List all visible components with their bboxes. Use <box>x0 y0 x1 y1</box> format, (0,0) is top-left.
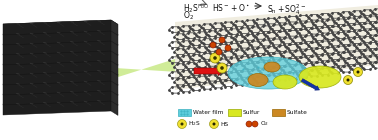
Polygon shape <box>3 90 118 98</box>
Polygon shape <box>3 20 118 28</box>
Ellipse shape <box>264 62 280 72</box>
Circle shape <box>181 122 183 125</box>
Polygon shape <box>3 50 111 65</box>
FancyBboxPatch shape <box>272 109 285 116</box>
Text: Water film: Water film <box>193 109 223 115</box>
Polygon shape <box>111 20 118 35</box>
Ellipse shape <box>228 57 308 89</box>
Polygon shape <box>3 20 111 35</box>
Polygon shape <box>115 58 178 78</box>
Polygon shape <box>3 30 111 45</box>
Circle shape <box>210 42 216 48</box>
Polygon shape <box>3 50 118 58</box>
Polygon shape <box>3 80 118 88</box>
Circle shape <box>219 37 225 43</box>
Circle shape <box>210 53 220 63</box>
Ellipse shape <box>299 66 341 88</box>
Circle shape <box>356 71 359 74</box>
FancyBboxPatch shape <box>178 109 191 116</box>
Polygon shape <box>3 70 118 78</box>
Circle shape <box>225 45 231 51</box>
Circle shape <box>252 121 258 127</box>
FancyArrow shape <box>301 79 319 90</box>
Circle shape <box>246 121 252 127</box>
FancyArrow shape <box>194 66 223 75</box>
Circle shape <box>353 67 363 76</box>
Text: Sulfate: Sulfate <box>287 109 308 115</box>
Polygon shape <box>111 70 118 85</box>
Polygon shape <box>111 50 118 65</box>
Polygon shape <box>111 60 118 75</box>
Text: $\rm H_2S$: $\rm H_2S$ <box>188 120 201 129</box>
Polygon shape <box>3 30 118 38</box>
Text: HS: HS <box>220 122 228 127</box>
Polygon shape <box>111 80 118 95</box>
Text: $\rm H_2O$: $\rm H_2O$ <box>197 2 209 11</box>
Polygon shape <box>111 30 118 45</box>
Polygon shape <box>111 90 118 105</box>
Circle shape <box>344 75 353 85</box>
Text: $\rm O_2$: $\rm O_2$ <box>260 120 269 129</box>
FancyBboxPatch shape <box>228 109 241 116</box>
Text: $\rm H_2S$: $\rm H_2S$ <box>183 2 199 15</box>
Polygon shape <box>3 80 111 95</box>
Text: $\rm S_n + SO_4^{2-}$: $\rm S_n + SO_4^{2-}$ <box>267 2 306 17</box>
Polygon shape <box>3 60 118 68</box>
Polygon shape <box>3 40 111 55</box>
Polygon shape <box>111 100 118 115</box>
Text: Sulfur: Sulfur <box>243 109 260 115</box>
Ellipse shape <box>273 75 297 89</box>
Circle shape <box>347 79 350 81</box>
Polygon shape <box>3 70 111 85</box>
Text: $\rm HS^- + O^\bullet$: $\rm HS^- + O^\bullet$ <box>212 2 250 13</box>
Circle shape <box>217 63 227 73</box>
Circle shape <box>209 120 218 129</box>
Polygon shape <box>3 100 111 115</box>
Polygon shape <box>3 100 118 108</box>
Ellipse shape <box>248 74 268 87</box>
Polygon shape <box>3 60 111 75</box>
Polygon shape <box>111 40 118 55</box>
Text: $\rm O_2$: $\rm O_2$ <box>183 9 194 22</box>
Circle shape <box>212 122 215 125</box>
Polygon shape <box>175 5 378 90</box>
Circle shape <box>213 56 217 60</box>
Polygon shape <box>3 90 111 105</box>
Circle shape <box>216 49 222 55</box>
Circle shape <box>220 66 224 70</box>
Polygon shape <box>3 40 118 48</box>
Circle shape <box>178 120 186 129</box>
